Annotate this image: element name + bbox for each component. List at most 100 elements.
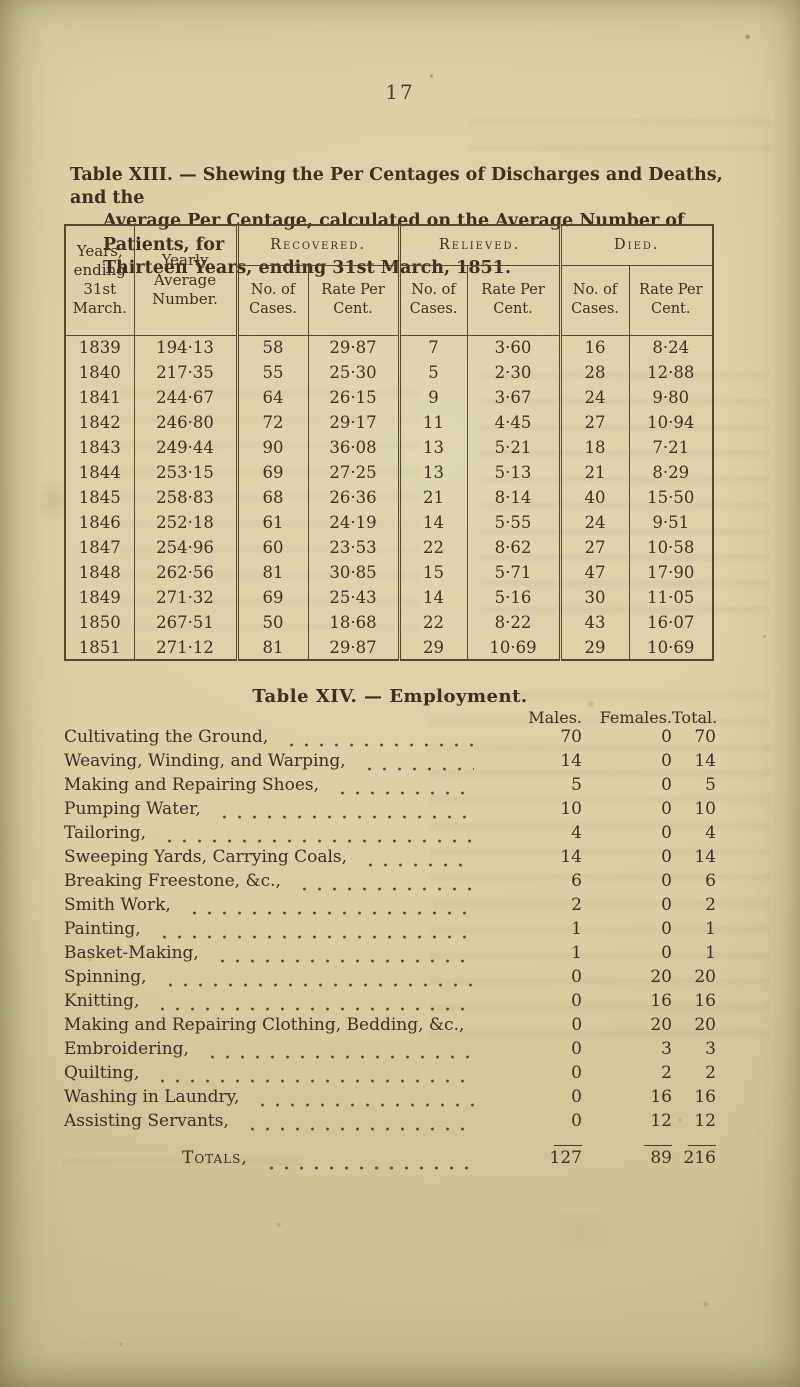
employment-row: Washing in Laundry, 0 16 16 — [64, 1087, 716, 1111]
header-males: Males. — [528, 708, 582, 727]
cell-died_cases: 28 — [558, 360, 630, 385]
total-value: 2 — [705, 895, 716, 915]
cell-rel_rate: 3·67 — [466, 385, 561, 410]
employment-label: Knitting, — [64, 991, 140, 1011]
paper-stain — [762, 634, 767, 639]
cell-avg: 217·35 — [133, 360, 237, 385]
paper-stain — [744, 34, 751, 40]
table13-row: 1850 267·51 50 18·68 22 8·22 43 16·07 — [65, 610, 714, 635]
cell-year: 1850 — [78, 613, 121, 632]
employment-label: Painting, — [64, 919, 141, 939]
cell-rec_cases: 90 — [235, 435, 308, 460]
cell-rec_cases: 58 — [235, 335, 308, 360]
dot-leader — [149, 1070, 474, 1084]
spacer — [64, 1138, 482, 1146]
females-value: 20 — [650, 1015, 673, 1035]
cell-year: 1842 — [78, 413, 121, 432]
males-value: 0 — [571, 1111, 582, 1131]
males-value: 0 — [571, 1063, 582, 1083]
cell-died_rate: 16·07 — [628, 610, 714, 635]
females-value: 16 — [650, 1087, 672, 1107]
cell-rel_cases: 14 — [397, 585, 467, 610]
ink-bleed-through — [470, 118, 770, 164]
cell-rec_rate: 26·15 — [307, 385, 399, 410]
cell-rec_cases: 50 — [235, 610, 308, 635]
table13-row: 1840 217·35 55 25·30 5 2·30 28 12·88 — [65, 360, 714, 385]
cell-died_cases: 43 — [558, 610, 630, 635]
cell-died_rate: 9·51 — [628, 510, 714, 535]
females-value: 0 — [661, 943, 672, 963]
cell-rec_cases: 69 — [235, 460, 308, 485]
dot-leader — [278, 734, 474, 748]
cell-avg: 262·56 — [133, 560, 237, 585]
table13-row: 1843 249·44 90 36·08 13 5·21 18 7·21 — [65, 435, 714, 460]
cell-died_cases: 47 — [558, 560, 630, 585]
dot-leader — [210, 806, 474, 820]
cell-rel_cases: 9 — [397, 385, 467, 410]
table13-row: 1839 194·13 58 29·87 7 3·60 16 8·24 — [65, 335, 714, 360]
cell-avg: 249·44 — [133, 435, 237, 460]
table13-row: 1848 262·56 81 30·85 15 5·71 47 17·90 — [65, 560, 714, 585]
cell-rec_cases: 69 — [235, 585, 308, 610]
cell-died_cases: 40 — [558, 485, 630, 510]
employment-label: Tailoring, — [64, 823, 147, 843]
females-value: 0 — [661, 919, 672, 939]
employment-row: Smith Work, 2 0 2 — [64, 895, 716, 919]
employment-row: Assisting Servants, 0 12 12 — [64, 1111, 716, 1135]
total-value: 6 — [705, 871, 716, 891]
cell-avg: 258·83 — [133, 485, 237, 510]
employment-label: Washing in Laundry, — [64, 1087, 240, 1107]
employment-label: Spinning, — [64, 967, 147, 987]
cell-year: 1840 — [78, 363, 121, 382]
females-value: 0 — [661, 871, 672, 891]
cell-year: 1844 — [78, 463, 121, 482]
table14-title: Table XIV. — Employment. — [252, 686, 528, 707]
total-value: 1 — [705, 919, 716, 939]
females-value: 12 — [650, 1111, 672, 1131]
totals-females-value: 89 — [650, 1148, 672, 1168]
employment-label: Weaving, Winding, and Warping, — [64, 751, 346, 771]
cell-avg: 244·67 — [133, 385, 237, 410]
cell-rec_cases: 72 — [235, 410, 308, 435]
cell-rel_cases: 29 — [397, 635, 467, 660]
table13-row: 1842 246·80 72 29·17 11 4·45 27 10·94 — [65, 410, 714, 435]
employment-label: Pumping Water, — [64, 799, 201, 819]
cell-rec_cases: 68 — [235, 485, 308, 510]
header-total: Total. — [672, 708, 718, 727]
group-header-recovered: Recovered. — [235, 225, 399, 266]
cell-died_rate: 11·05 — [628, 585, 714, 610]
cell-avg: 252·18 — [133, 510, 237, 535]
total-value: 16 — [694, 991, 716, 1011]
employment-row: Pumping Water, 10 0 10 — [64, 799, 716, 823]
cell-rec_cases: 64 — [235, 385, 308, 410]
females-value: 0 — [661, 847, 672, 867]
cell-rel_rate: 5·21 — [466, 435, 561, 460]
employment-section: Table XIV. — Employment. Males. Females.… — [64, 686, 718, 1174]
total-sum-rule — [672, 1138, 716, 1146]
subheader-recovered-cases: No. of Cases. — [235, 265, 308, 336]
table14-totals-row: Totals, 127 89 216 — [64, 1148, 716, 1174]
cell-rec_rate: 29·87 — [307, 335, 399, 360]
table14-rows: Cultivating the Ground, 70 0 70 Weaving, Win… — [64, 727, 716, 1135]
cell-rel_rate: 10·69 — [466, 635, 561, 660]
employment-row: Tailoring, 4 0 4 — [64, 823, 716, 847]
dot-leader — [180, 902, 474, 916]
employment-row: Painting, 1 0 1 — [64, 919, 716, 943]
total-value: 14 — [694, 751, 716, 771]
cell-died_cases: 18 — [558, 435, 630, 460]
cell-died_rate: 10·69 — [628, 635, 714, 660]
males-value: 1 — [571, 943, 582, 963]
cell-rel_rate: 5·55 — [466, 510, 561, 535]
cell-died_cases: 30 — [558, 585, 630, 610]
cell-died_rate: 12·88 — [628, 360, 714, 385]
cell-avg: 246·80 — [133, 410, 237, 435]
employment-row: Making and Repairing Shoes, 5 0 5 — [64, 775, 716, 799]
total-value: 16 — [694, 1087, 716, 1107]
table13-row: 1849 271·32 69 25·43 14 5·16 30 11·05 — [65, 585, 714, 610]
females-value: 0 — [661, 751, 672, 771]
males-value: 0 — [571, 967, 582, 987]
paper-stain — [702, 1301, 709, 1307]
dot-leader — [150, 926, 474, 940]
table14-column-headers: Males. Females. Total. — [64, 708, 718, 727]
males-value: 0 — [571, 1015, 583, 1035]
